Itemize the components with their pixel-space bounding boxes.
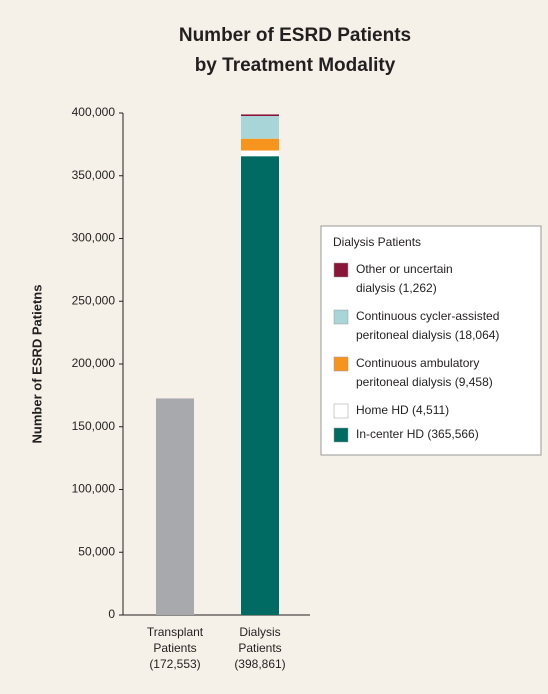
legend-label: dialysis (1,262) bbox=[356, 281, 437, 295]
legend-swatch bbox=[333, 356, 349, 372]
legend-swatch bbox=[333, 403, 349, 419]
x-tick-label: Transplant bbox=[147, 625, 204, 639]
y-axis-label: Number of ESRD Patietns bbox=[29, 285, 44, 444]
chart-title: by Treatment Modality bbox=[195, 55, 396, 76]
y-tick-label: 250,000 bbox=[72, 293, 116, 307]
bar-segment bbox=[241, 116, 279, 139]
legend-swatch bbox=[333, 309, 349, 325]
bar-segment bbox=[241, 138, 279, 151]
y-tick-label: 100,000 bbox=[72, 482, 116, 496]
legend-title: Dialysis Patients bbox=[333, 235, 421, 249]
bar-segment bbox=[156, 398, 194, 615]
legend-swatch bbox=[333, 262, 349, 278]
legend-label: In-center HD (365,566) bbox=[356, 427, 479, 441]
x-tick-label: (172,553) bbox=[149, 657, 200, 671]
x-tick-label: Patients bbox=[238, 641, 281, 655]
x-tick-label: (398,861) bbox=[234, 657, 285, 671]
legend-label: peritoneal dialysis (9,458) bbox=[356, 375, 493, 389]
bar-segment bbox=[241, 114, 279, 117]
y-tick-label: 50,000 bbox=[78, 544, 115, 558]
y-tick-label: 200,000 bbox=[72, 356, 116, 370]
chart-title: Number of ESRD Patients bbox=[179, 25, 411, 46]
legend-label: peritoneal dialysis (18,064) bbox=[356, 328, 499, 342]
y-tick-label: 300,000 bbox=[72, 231, 116, 245]
legend-label: Other or uncertain bbox=[356, 262, 453, 276]
legend-label: Home HD (4,511) bbox=[356, 403, 449, 417]
legend-swatch bbox=[333, 427, 349, 443]
y-tick-label: 0 bbox=[108, 607, 115, 621]
legend-label: Continuous ambulatory bbox=[356, 356, 479, 370]
x-tick-label: Dialysis bbox=[239, 625, 280, 639]
legend bbox=[320, 225, 542, 456]
x-tick-label: Patients bbox=[153, 641, 196, 655]
y-tick-label: 400,000 bbox=[72, 105, 116, 119]
y-tick-label: 150,000 bbox=[72, 419, 116, 433]
bar-segment bbox=[241, 150, 279, 157]
bar-segment bbox=[241, 156, 279, 616]
y-tick-label: 350,000 bbox=[72, 168, 116, 182]
legend-label: Continuous cycler-assisted bbox=[356, 309, 499, 323]
